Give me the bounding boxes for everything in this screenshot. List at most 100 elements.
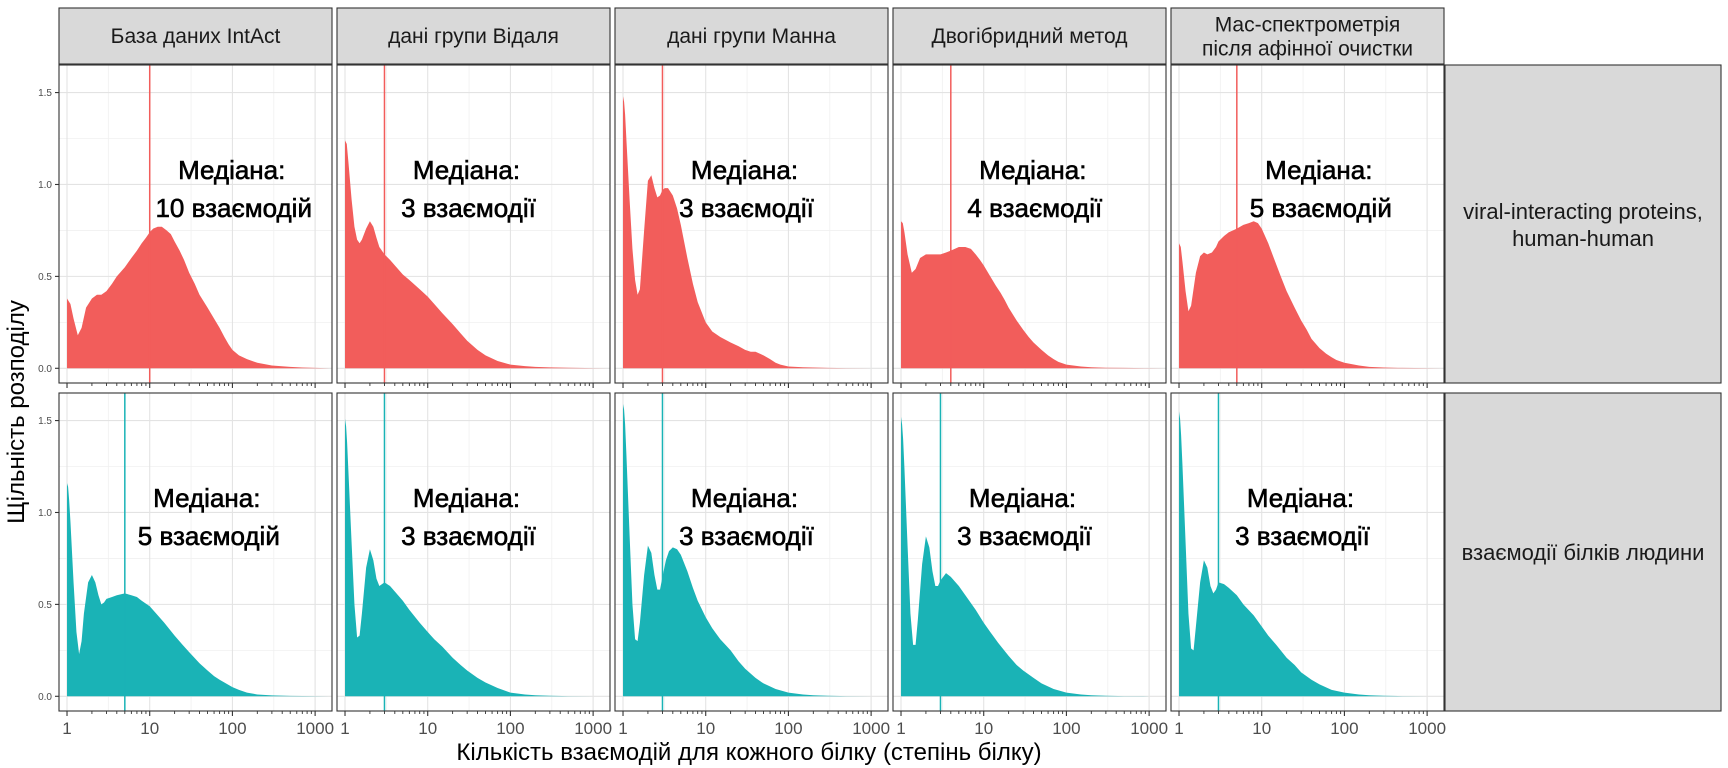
median-annotation-value: 5 взаємодій	[1250, 193, 1392, 223]
median-annotation-title: Медіана:	[1247, 483, 1354, 513]
x-tick-label: 10	[696, 719, 715, 738]
y-tick-label: 0.5	[38, 600, 52, 611]
density-area	[901, 416, 1164, 697]
x-tick-label: 100	[774, 719, 802, 738]
y-axis-title: Щільність розподілу	[3, 300, 30, 524]
column-strip-background	[336, 7, 611, 65]
y-tick-label: 1.0	[38, 508, 52, 519]
panel-border	[336, 392, 611, 712]
panel-border	[892, 64, 1167, 384]
column-strip-background	[614, 7, 889, 65]
panel-border	[1170, 64, 1445, 384]
x-tick-label: 1	[62, 719, 71, 738]
x-tick-label: 10	[418, 719, 437, 738]
x-tick-label: 1000	[574, 719, 612, 738]
x-tick-label: 1	[340, 719, 349, 738]
panel-border	[1170, 392, 1445, 712]
x-tick-label: 1	[896, 719, 905, 738]
x-tick-label: 100	[218, 719, 246, 738]
median-annotation-title: Медіана:	[691, 483, 798, 513]
panel-r1-c3: Медіана: 3 взаємодії	[614, 64, 889, 384]
column-strip-label: Мас-спектрометрія	[1215, 14, 1401, 37]
column-strip-3: дані групи Манна	[614, 7, 889, 65]
panel-border	[58, 392, 333, 712]
median-annotation-title: Медіана:	[1265, 155, 1372, 185]
median-annotation-title: Медіана:	[691, 155, 798, 185]
median-annotation-value: 5 взаємодій	[138, 521, 280, 551]
density-area	[1179, 411, 1442, 697]
median-annotation-value: 3 взаємодії	[679, 193, 814, 223]
panel-r1-c5: Медіана: 5 взаємодій	[1170, 64, 1445, 384]
panel-r2-c4: Медіана: 3 взаємодії	[892, 392, 1167, 712]
column-strip-label: дані групи Манна	[667, 25, 836, 48]
median-annotation-value: 3 взаємодії	[401, 193, 536, 223]
median-annotation-title: Медіана:	[413, 155, 520, 185]
x-tick-label: 10	[140, 719, 159, 738]
panel-r2-c1: Медіана: 5 взаємодій	[58, 392, 333, 712]
median-annotation-value: 3 взаємодії	[401, 521, 536, 551]
panel-r1-c1: Медіана: 10 взаємодій	[58, 64, 333, 384]
column-strip-1: База даних IntAct	[58, 7, 333, 65]
x-tick-label: 10	[974, 719, 993, 738]
x-tick-label: 1	[1174, 719, 1183, 738]
density-area	[901, 221, 1164, 369]
panel-border	[892, 392, 1167, 712]
column-strip-background	[58, 7, 333, 65]
row-strip-background	[1444, 392, 1722, 712]
y-tick-label: 1.5	[38, 88, 52, 99]
column-strip-4: Двогібридний метод	[892, 7, 1167, 65]
density-area	[67, 483, 330, 697]
x-tick-label: 1000	[1408, 719, 1446, 738]
median-annotation-title: Медіана:	[969, 483, 1076, 513]
y-tick-label: 1.0	[38, 180, 52, 191]
density-area	[345, 418, 608, 697]
panel-r1-c2: Медіана: 3 взаємодії	[336, 64, 611, 384]
median-annotation-value: 3 взаємодії	[679, 521, 814, 551]
x-tick-label: 100	[1052, 719, 1080, 738]
median-annotation-title: Медіана:	[178, 155, 285, 185]
x-tick-label: 1000	[1130, 719, 1168, 738]
column-strip-label: після афінної очистки	[1202, 38, 1413, 61]
median-annotation-title: Медіана:	[413, 483, 520, 513]
column-strip-background	[892, 7, 1167, 65]
x-tick-label: 1000	[852, 719, 890, 738]
x-axis-title: Кількість взаємодій для кожного білку (с…	[456, 739, 1041, 766]
median-annotation-title: Медіана:	[979, 155, 1086, 185]
panel-r2-c3: Медіана: 3 взаємодії	[614, 392, 889, 712]
y-tick-label: 0.0	[38, 692, 52, 703]
row-strip-background	[1444, 64, 1722, 384]
panel-border	[336, 64, 611, 384]
column-strip-label: Двогібридний метод	[931, 25, 1127, 48]
panel-border	[614, 64, 889, 384]
row-strip-label: human-human	[1512, 226, 1654, 251]
median-annotation-value: 3 взаємодії	[957, 521, 1092, 551]
x-tick-label: 100	[496, 719, 524, 738]
strips-layer: viral-interacting proteins,human-human вз…	[58, 7, 1722, 712]
median-annotation-value: 3 взаємодії	[1235, 521, 1370, 551]
density-area	[623, 404, 886, 697]
median-annotation-value: 4 взаємодії	[967, 193, 1102, 223]
panel-r2-c5: Медіана: 3 взаємодії	[1170, 392, 1445, 712]
median-annotation-value: 10 взаємодій	[155, 193, 312, 223]
density-area	[345, 140, 608, 369]
y-tick-label: 0.0	[38, 364, 52, 375]
axes-layer: 0.0 0.5 1.0 1.5 1 10 100 1000 0.0 0.5 1.0 1.5 1 10 100…	[38, 88, 1446, 738]
x-tick-label: 10	[1252, 719, 1271, 738]
column-strip-background	[1170, 7, 1445, 65]
density-area	[67, 226, 330, 369]
y-tick-label: 1.5	[38, 416, 52, 427]
y-tick-label: 0.5	[38, 272, 52, 283]
row-strip-label: взаємодії білків людини	[1462, 540, 1705, 565]
column-strip-label: дані групи Відаля	[388, 25, 559, 48]
row-strip-label: viral-interacting proteins,	[1463, 199, 1703, 224]
x-tick-label: 1	[618, 719, 627, 738]
panel-r2-c2: Медіана: 3 взаємодії	[336, 392, 611, 712]
column-strip-2: дані групи Відаля	[336, 7, 611, 65]
x-tick-label: 100	[1330, 719, 1358, 738]
row-strip-2: взаємодії білків людини	[1444, 392, 1722, 712]
panel-r1-c4: Медіана: 4 взаємодії	[892, 64, 1167, 384]
column-strip-label: База даних IntAct	[111, 25, 281, 48]
